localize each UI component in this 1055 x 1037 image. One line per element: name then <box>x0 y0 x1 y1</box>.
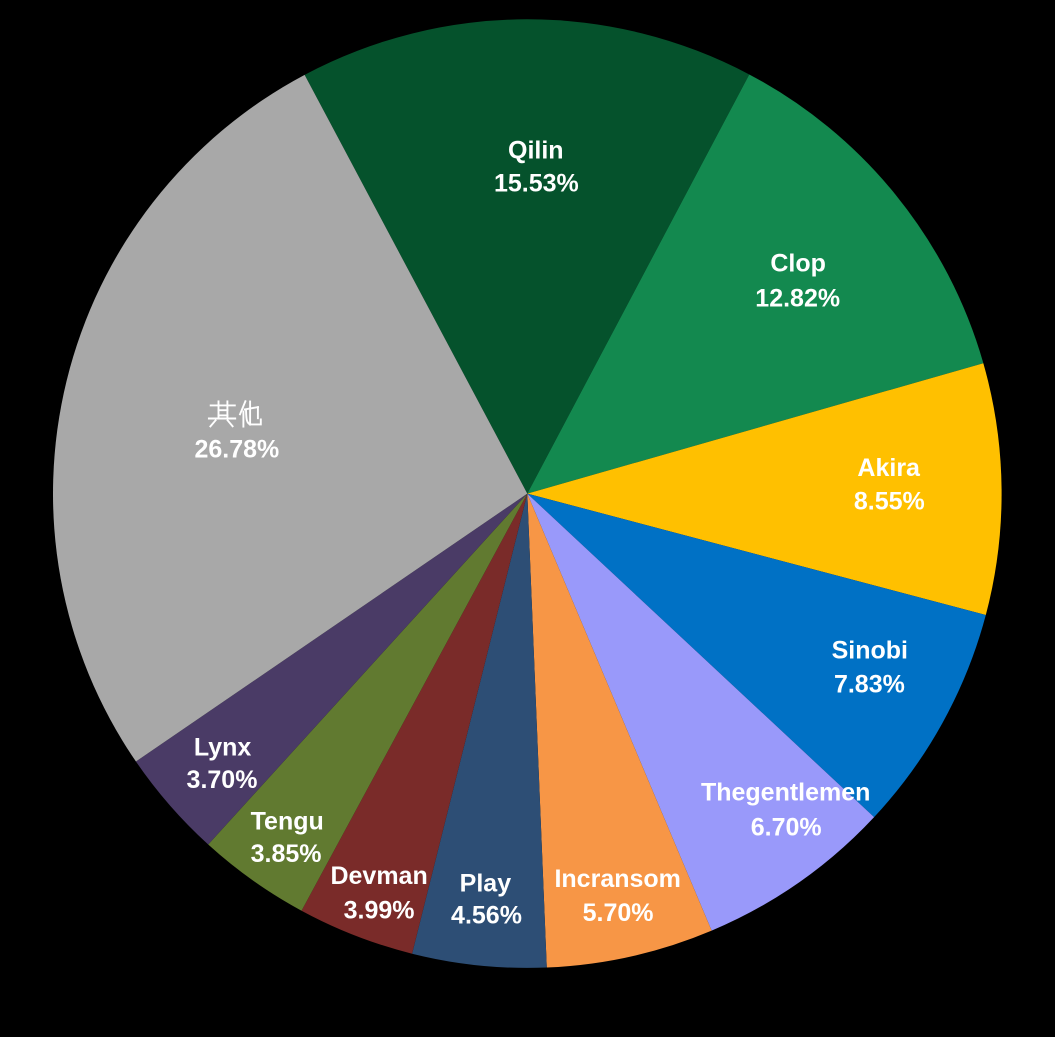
svg-text:15.53%: 15.53% <box>494 170 579 198</box>
svg-text:3.99%: 3.99% <box>344 897 415 925</box>
svg-text:7.83%: 7.83% <box>834 670 905 698</box>
svg-text:Devman: Devman <box>330 862 427 890</box>
svg-text:8.55%: 8.55% <box>854 488 925 516</box>
svg-text:Incransom: Incransom <box>554 865 680 893</box>
svg-text:Qilin: Qilin <box>508 136 564 164</box>
svg-text:4.56%: 4.56% <box>451 902 522 930</box>
svg-text:3.70%: 3.70% <box>187 766 258 794</box>
svg-text:5.70%: 5.70% <box>583 899 654 927</box>
svg-text:12.82%: 12.82% <box>755 284 840 312</box>
svg-text:Sinobi: Sinobi <box>832 637 908 665</box>
svg-text:Clop: Clop <box>770 249 826 277</box>
svg-text:Thegentlemen: Thegentlemen <box>701 779 870 807</box>
svg-text:Play: Play <box>460 870 512 898</box>
svg-text:Lynx: Lynx <box>194 734 252 762</box>
svg-text:Tengu: Tengu <box>251 807 324 835</box>
svg-text:3.85%: 3.85% <box>251 840 322 868</box>
svg-text:Akira: Akira <box>857 454 921 482</box>
svg-text:26.78%: 26.78% <box>195 436 280 464</box>
svg-text:6.70%: 6.70% <box>751 813 822 841</box>
